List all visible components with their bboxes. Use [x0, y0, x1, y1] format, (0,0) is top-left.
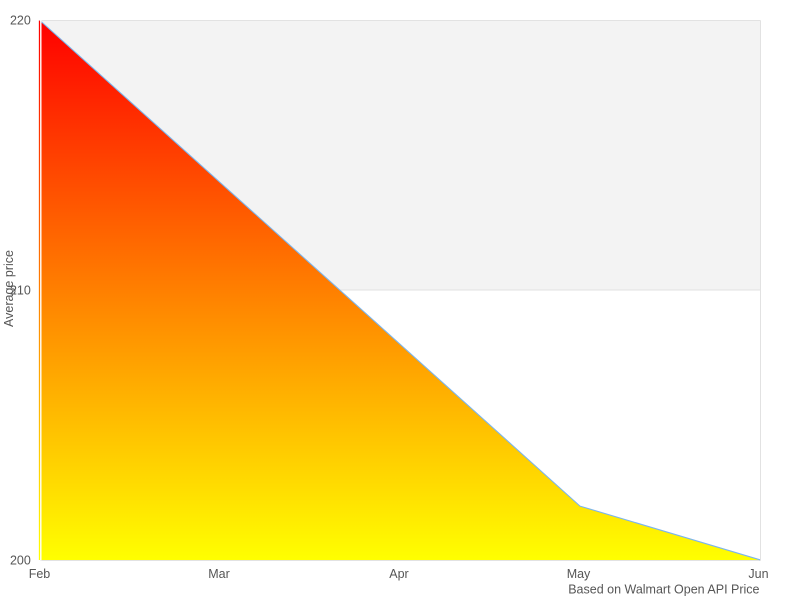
svg-text:Feb: Feb [29, 567, 51, 581]
svg-text:Apr: Apr [389, 567, 408, 581]
svg-text:210: 210 [10, 283, 31, 297]
svg-text:Based on Walmart Open API Pric: Based on Walmart Open API Price [568, 583, 759, 597]
svg-text:Average price: Average price [2, 250, 16, 327]
svg-text:Mar: Mar [208, 567, 230, 581]
svg-text:Jun: Jun [748, 567, 768, 581]
svg-text:May: May [567, 567, 591, 581]
svg-text:200: 200 [10, 553, 31, 567]
svg-text:220: 220 [10, 13, 31, 27]
